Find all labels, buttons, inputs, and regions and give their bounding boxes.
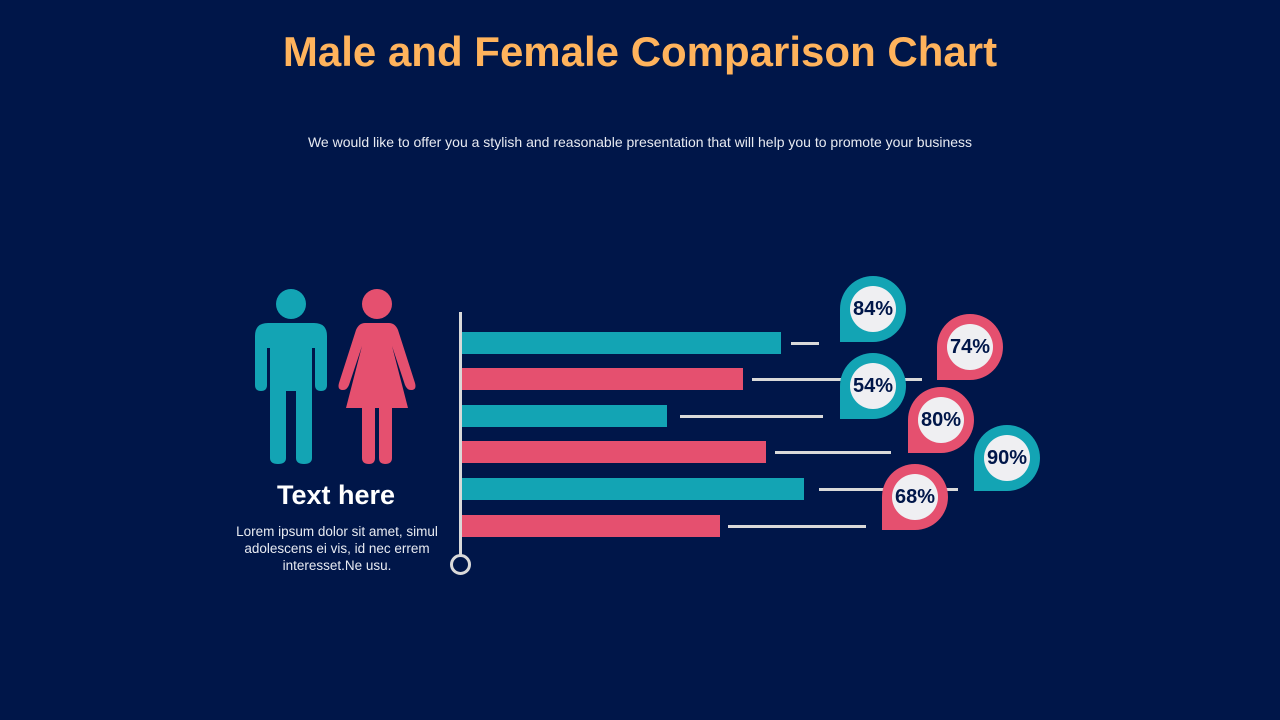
value-pin-marker: 74% — [937, 314, 1003, 380]
female-bar — [462, 441, 766, 463]
leader-line — [791, 342, 819, 345]
side-heading: Text here — [276, 480, 396, 510]
leader-line — [752, 378, 922, 381]
page-subtitle: We would like to offer you a stylish and… — [307, 134, 973, 150]
female-figure-icon — [338, 289, 416, 464]
leader-line — [775, 451, 891, 454]
value-label: 68% — [892, 474, 938, 520]
value-label: 90% — [984, 435, 1030, 481]
value-pin-marker: 68% — [882, 464, 948, 530]
value-label: 80% — [918, 397, 964, 443]
male-bar — [462, 332, 782, 354]
female-bar — [462, 368, 744, 390]
value-label: 84% — [850, 286, 896, 332]
page-title: Male and Female Comparison Chart — [282, 28, 998, 75]
leader-line — [728, 525, 866, 528]
female-bar — [462, 515, 721, 537]
leader-line — [680, 415, 823, 418]
value-label: 54% — [850, 363, 896, 409]
value-label: 74% — [947, 324, 993, 370]
value-pin-marker: 80% — [908, 387, 974, 453]
value-pin-marker: 84% — [840, 276, 906, 342]
value-pin-marker: 90% — [974, 425, 1040, 491]
value-pin-marker: 54% — [840, 353, 906, 419]
chart-axis — [459, 312, 462, 556]
male-bar — [462, 478, 804, 500]
male-figure-icon — [255, 289, 327, 464]
axis-end-circle — [450, 554, 471, 575]
male-bar — [462, 405, 668, 427]
side-body-text: Lorem ipsum dolor sit amet, simul adoles… — [236, 524, 438, 573]
